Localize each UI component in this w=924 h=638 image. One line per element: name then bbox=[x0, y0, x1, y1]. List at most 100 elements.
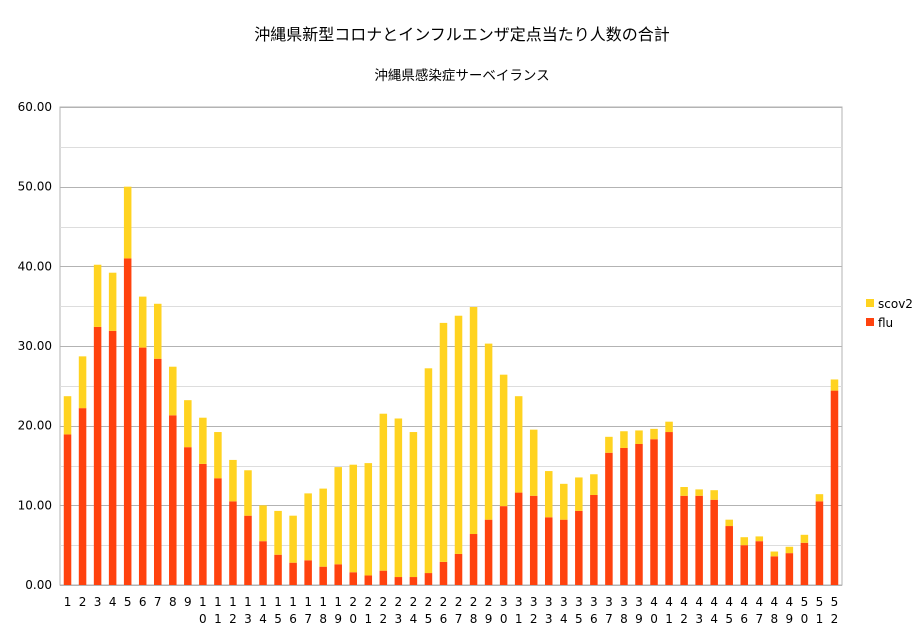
bar-flu-32 bbox=[529, 495, 538, 585]
x-tick-label: 1 bbox=[64, 595, 72, 609]
x-tick-label: 6 bbox=[440, 612, 448, 626]
bar-flu-15 bbox=[274, 554, 282, 585]
x-tick-label: 1 bbox=[214, 612, 222, 626]
x-tick-label: 4 bbox=[560, 612, 568, 626]
bar-flu-27 bbox=[454, 553, 463, 585]
bar-scov2-31 bbox=[514, 396, 523, 493]
x-tick-label: 4 bbox=[695, 595, 703, 609]
x-tick-label: 6 bbox=[590, 612, 598, 626]
x-tick-label: 1 bbox=[229, 595, 237, 609]
bars-group bbox=[63, 186, 839, 585]
bar-flu-20 bbox=[349, 572, 358, 585]
bar-flu-24 bbox=[409, 577, 418, 585]
x-tick-label: 2 bbox=[680, 612, 688, 626]
bar-scov2-23 bbox=[394, 418, 403, 578]
legend-swatch-scov2 bbox=[866, 299, 874, 307]
x-tick-label: 3 bbox=[620, 595, 628, 609]
bar-scov2-40 bbox=[650, 428, 658, 440]
x-tick-label: 4 bbox=[725, 595, 733, 609]
bar-flu-6 bbox=[138, 347, 147, 585]
bar-flu-25 bbox=[424, 573, 433, 585]
bar-scov2-42 bbox=[680, 487, 688, 496]
bar-flu-10 bbox=[199, 463, 207, 585]
y-tick-label: 30.00 bbox=[18, 339, 52, 353]
bar-flu-41 bbox=[665, 432, 673, 585]
bar-scov2-2 bbox=[78, 356, 87, 409]
x-tick-label: 2 bbox=[485, 595, 493, 609]
bar-flu-17 bbox=[304, 560, 312, 585]
x-tick-label: 3 bbox=[244, 612, 252, 626]
bar-flu-18 bbox=[319, 566, 327, 585]
bar-flu-4 bbox=[108, 330, 117, 585]
bar-flu-2 bbox=[78, 408, 87, 585]
x-tick-label: 2 bbox=[380, 612, 388, 626]
bar-scov2-5 bbox=[123, 186, 132, 259]
y-tick-label: 10.00 bbox=[18, 498, 52, 512]
x-tick-label: 2 bbox=[364, 595, 372, 609]
x-tick-label: 4 bbox=[665, 595, 673, 609]
x-tick-label: 1 bbox=[274, 595, 282, 609]
x-tick-label: 5 bbox=[274, 612, 282, 626]
x-tick-label: 1 bbox=[199, 595, 207, 609]
x-tick-label: 1 bbox=[334, 595, 342, 609]
x-tick-label: 2 bbox=[380, 595, 388, 609]
x-tick-label: 0 bbox=[199, 612, 207, 626]
x-tick-label: 3 bbox=[94, 595, 102, 609]
bar-flu-28 bbox=[469, 534, 478, 585]
x-tick-label: 2 bbox=[229, 612, 237, 626]
x-tick-label: 5 bbox=[831, 595, 839, 609]
x-tick-label: 0 bbox=[650, 612, 658, 626]
bar-scov2-14 bbox=[259, 505, 267, 542]
y-tick-label: 40.00 bbox=[18, 259, 52, 273]
x-tick-label: 2 bbox=[440, 595, 448, 609]
x-tick-label: 4 bbox=[680, 595, 688, 609]
x-tick-label: 5 bbox=[425, 612, 433, 626]
bar-scov2-1 bbox=[63, 396, 72, 435]
bar-flu-34 bbox=[560, 519, 568, 585]
bar-scov2-3 bbox=[93, 264, 102, 327]
bar-scov2-12 bbox=[229, 459, 237, 502]
x-tick-label: 2 bbox=[349, 595, 357, 609]
legend: scov2 flu bbox=[866, 297, 913, 330]
bar-flu-45 bbox=[725, 526, 733, 585]
bar-scov2-27 bbox=[454, 315, 463, 554]
x-tick-label: 1 bbox=[665, 612, 673, 626]
bar-scov2-24 bbox=[409, 432, 418, 578]
x-tick-label: 5 bbox=[801, 595, 809, 609]
bar-scov2-32 bbox=[529, 429, 538, 496]
bar-scov2-17 bbox=[304, 493, 312, 561]
bar-scov2-44 bbox=[710, 490, 718, 500]
bar-scov2-34 bbox=[560, 483, 568, 520]
bar-scov2-50 bbox=[800, 534, 809, 543]
bar-scov2-46 bbox=[740, 537, 749, 546]
x-tick-label: 9 bbox=[786, 612, 794, 626]
bar-scov2-6 bbox=[138, 296, 147, 348]
bar-flu-31 bbox=[514, 492, 523, 585]
bar-scov2-20 bbox=[349, 464, 358, 573]
grid-lines bbox=[59, 106, 843, 586]
bar-scov2-35 bbox=[575, 477, 583, 511]
x-tick-label: 7 bbox=[605, 612, 613, 626]
bar-scov2-30 bbox=[499, 374, 508, 507]
x-tick-label: 6 bbox=[740, 612, 748, 626]
x-tick-label: 4 bbox=[740, 595, 748, 609]
bar-scov2-26 bbox=[439, 322, 448, 562]
bar-flu-51 bbox=[815, 501, 824, 585]
x-tick-label: 4 bbox=[771, 595, 779, 609]
bar-flu-52 bbox=[830, 390, 839, 585]
bar-scov2-29 bbox=[484, 343, 493, 520]
bar-scov2-19 bbox=[334, 467, 342, 565]
x-tick-label: 2 bbox=[455, 595, 463, 609]
x-tick-label: 1 bbox=[515, 612, 523, 626]
legend-label-flu: flu bbox=[878, 316, 893, 330]
x-tick-label: 1 bbox=[319, 595, 327, 609]
bar-flu-37 bbox=[605, 452, 613, 585]
bar-scov2-10 bbox=[199, 417, 207, 464]
bar-scov2-41 bbox=[665, 421, 673, 433]
legend-label-scov2: scov2 bbox=[878, 297, 913, 311]
x-tick-label: 1 bbox=[304, 595, 312, 609]
bar-flu-49 bbox=[785, 553, 794, 585]
bar-scov2-47 bbox=[755, 536, 764, 542]
bar-scov2-25 bbox=[424, 368, 433, 574]
